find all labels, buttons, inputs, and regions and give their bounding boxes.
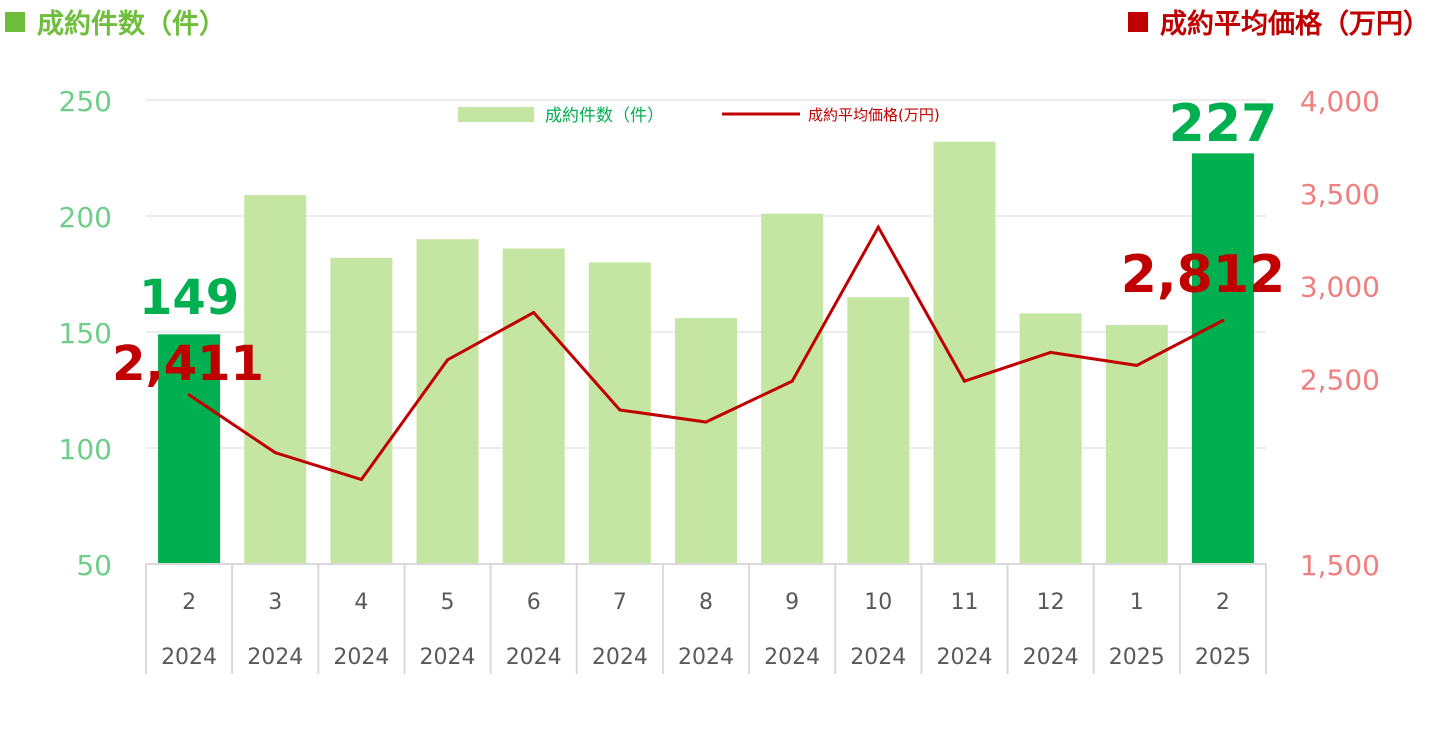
left-axis-title-text: 成約件数（件） bbox=[37, 9, 226, 40]
line-point bbox=[532, 311, 536, 315]
month-label: 9 bbox=[785, 590, 799, 615]
month-label: 3 bbox=[268, 590, 282, 615]
right-tick-label: 2,500 bbox=[1300, 363, 1380, 396]
month-label: 6 bbox=[527, 590, 541, 615]
line-point bbox=[704, 420, 708, 424]
line-point bbox=[618, 408, 622, 412]
left-tick-label: 200 bbox=[59, 201, 112, 234]
right-axis-title-text: 成約平均価格（万円） bbox=[1160, 9, 1430, 40]
line-point bbox=[446, 358, 450, 362]
left-tick-label: 50 bbox=[76, 549, 112, 582]
line-legend-swatch-icon bbox=[1128, 11, 1148, 32]
legend-bar-label: 成約件数（件） bbox=[545, 106, 664, 126]
month-label: 4 bbox=[354, 590, 368, 615]
month-label: 2 bbox=[182, 590, 196, 615]
bar-legend-swatch-icon bbox=[5, 11, 25, 32]
right-tick-label: 3,000 bbox=[1300, 271, 1380, 304]
bar bbox=[330, 257, 393, 564]
bar bbox=[502, 248, 565, 565]
year-label: 2024 bbox=[1023, 645, 1079, 670]
right-tick-label: 4,000 bbox=[1300, 85, 1380, 118]
month-label: 8 bbox=[699, 590, 713, 615]
year-label: 2024 bbox=[247, 645, 303, 670]
line-point bbox=[359, 478, 363, 482]
right-axis-title: 成約平均価格（万円） bbox=[1128, 2, 1430, 41]
legend-bar-swatch bbox=[458, 107, 534, 122]
bar bbox=[158, 334, 221, 564]
bar bbox=[416, 239, 479, 564]
legend-line-label: 成約平均価格(万円) bbox=[808, 106, 940, 124]
month-label: 5 bbox=[441, 590, 455, 615]
bar bbox=[1191, 153, 1254, 565]
line-point bbox=[187, 393, 191, 397]
bar bbox=[761, 213, 824, 564]
month-label: 7 bbox=[613, 590, 627, 615]
last-price-data-label: 2,812 bbox=[1121, 245, 1285, 305]
left-tick-label: 150 bbox=[59, 317, 112, 350]
year-label: 2024 bbox=[333, 645, 389, 670]
year-label: 2024 bbox=[161, 645, 217, 670]
year-label: 2025 bbox=[1109, 645, 1165, 670]
year-label: 2024 bbox=[850, 645, 906, 670]
bar bbox=[675, 318, 737, 564]
year-label: 2024 bbox=[420, 645, 476, 670]
year-label: 2025 bbox=[1195, 645, 1251, 670]
last-bar-data-label: 227 bbox=[1169, 94, 1278, 154]
first-price-data-label: 2,411 bbox=[112, 336, 264, 392]
line-point bbox=[1135, 363, 1139, 367]
line-point bbox=[962, 379, 966, 383]
month-label: 2 bbox=[1216, 590, 1230, 615]
left-tick-label: 250 bbox=[59, 85, 112, 118]
line-point bbox=[790, 379, 794, 383]
left-axis-title: 成約件数（件） bbox=[5, 2, 226, 41]
month-label: 10 bbox=[864, 590, 892, 615]
year-label: 2024 bbox=[764, 645, 820, 670]
year-label: 2024 bbox=[506, 645, 562, 670]
month-label: 11 bbox=[950, 590, 978, 615]
month-label: 12 bbox=[1037, 590, 1065, 615]
line-point bbox=[1221, 318, 1225, 322]
year-label: 2024 bbox=[592, 645, 648, 670]
line-point bbox=[876, 225, 880, 229]
line-point bbox=[1049, 350, 1053, 354]
line-point bbox=[273, 451, 277, 455]
bar bbox=[847, 297, 910, 564]
right-tick-label: 3,500 bbox=[1300, 178, 1380, 211]
left-tick-label: 100 bbox=[59, 433, 112, 466]
year-label: 2024 bbox=[936, 645, 992, 670]
first-bar-data-label: 149 bbox=[139, 270, 239, 326]
right-tick-label: 1,500 bbox=[1300, 549, 1380, 582]
month-label: 1 bbox=[1130, 590, 1144, 615]
bar bbox=[933, 141, 996, 564]
bar bbox=[244, 195, 307, 564]
year-label: 2024 bbox=[678, 645, 734, 670]
